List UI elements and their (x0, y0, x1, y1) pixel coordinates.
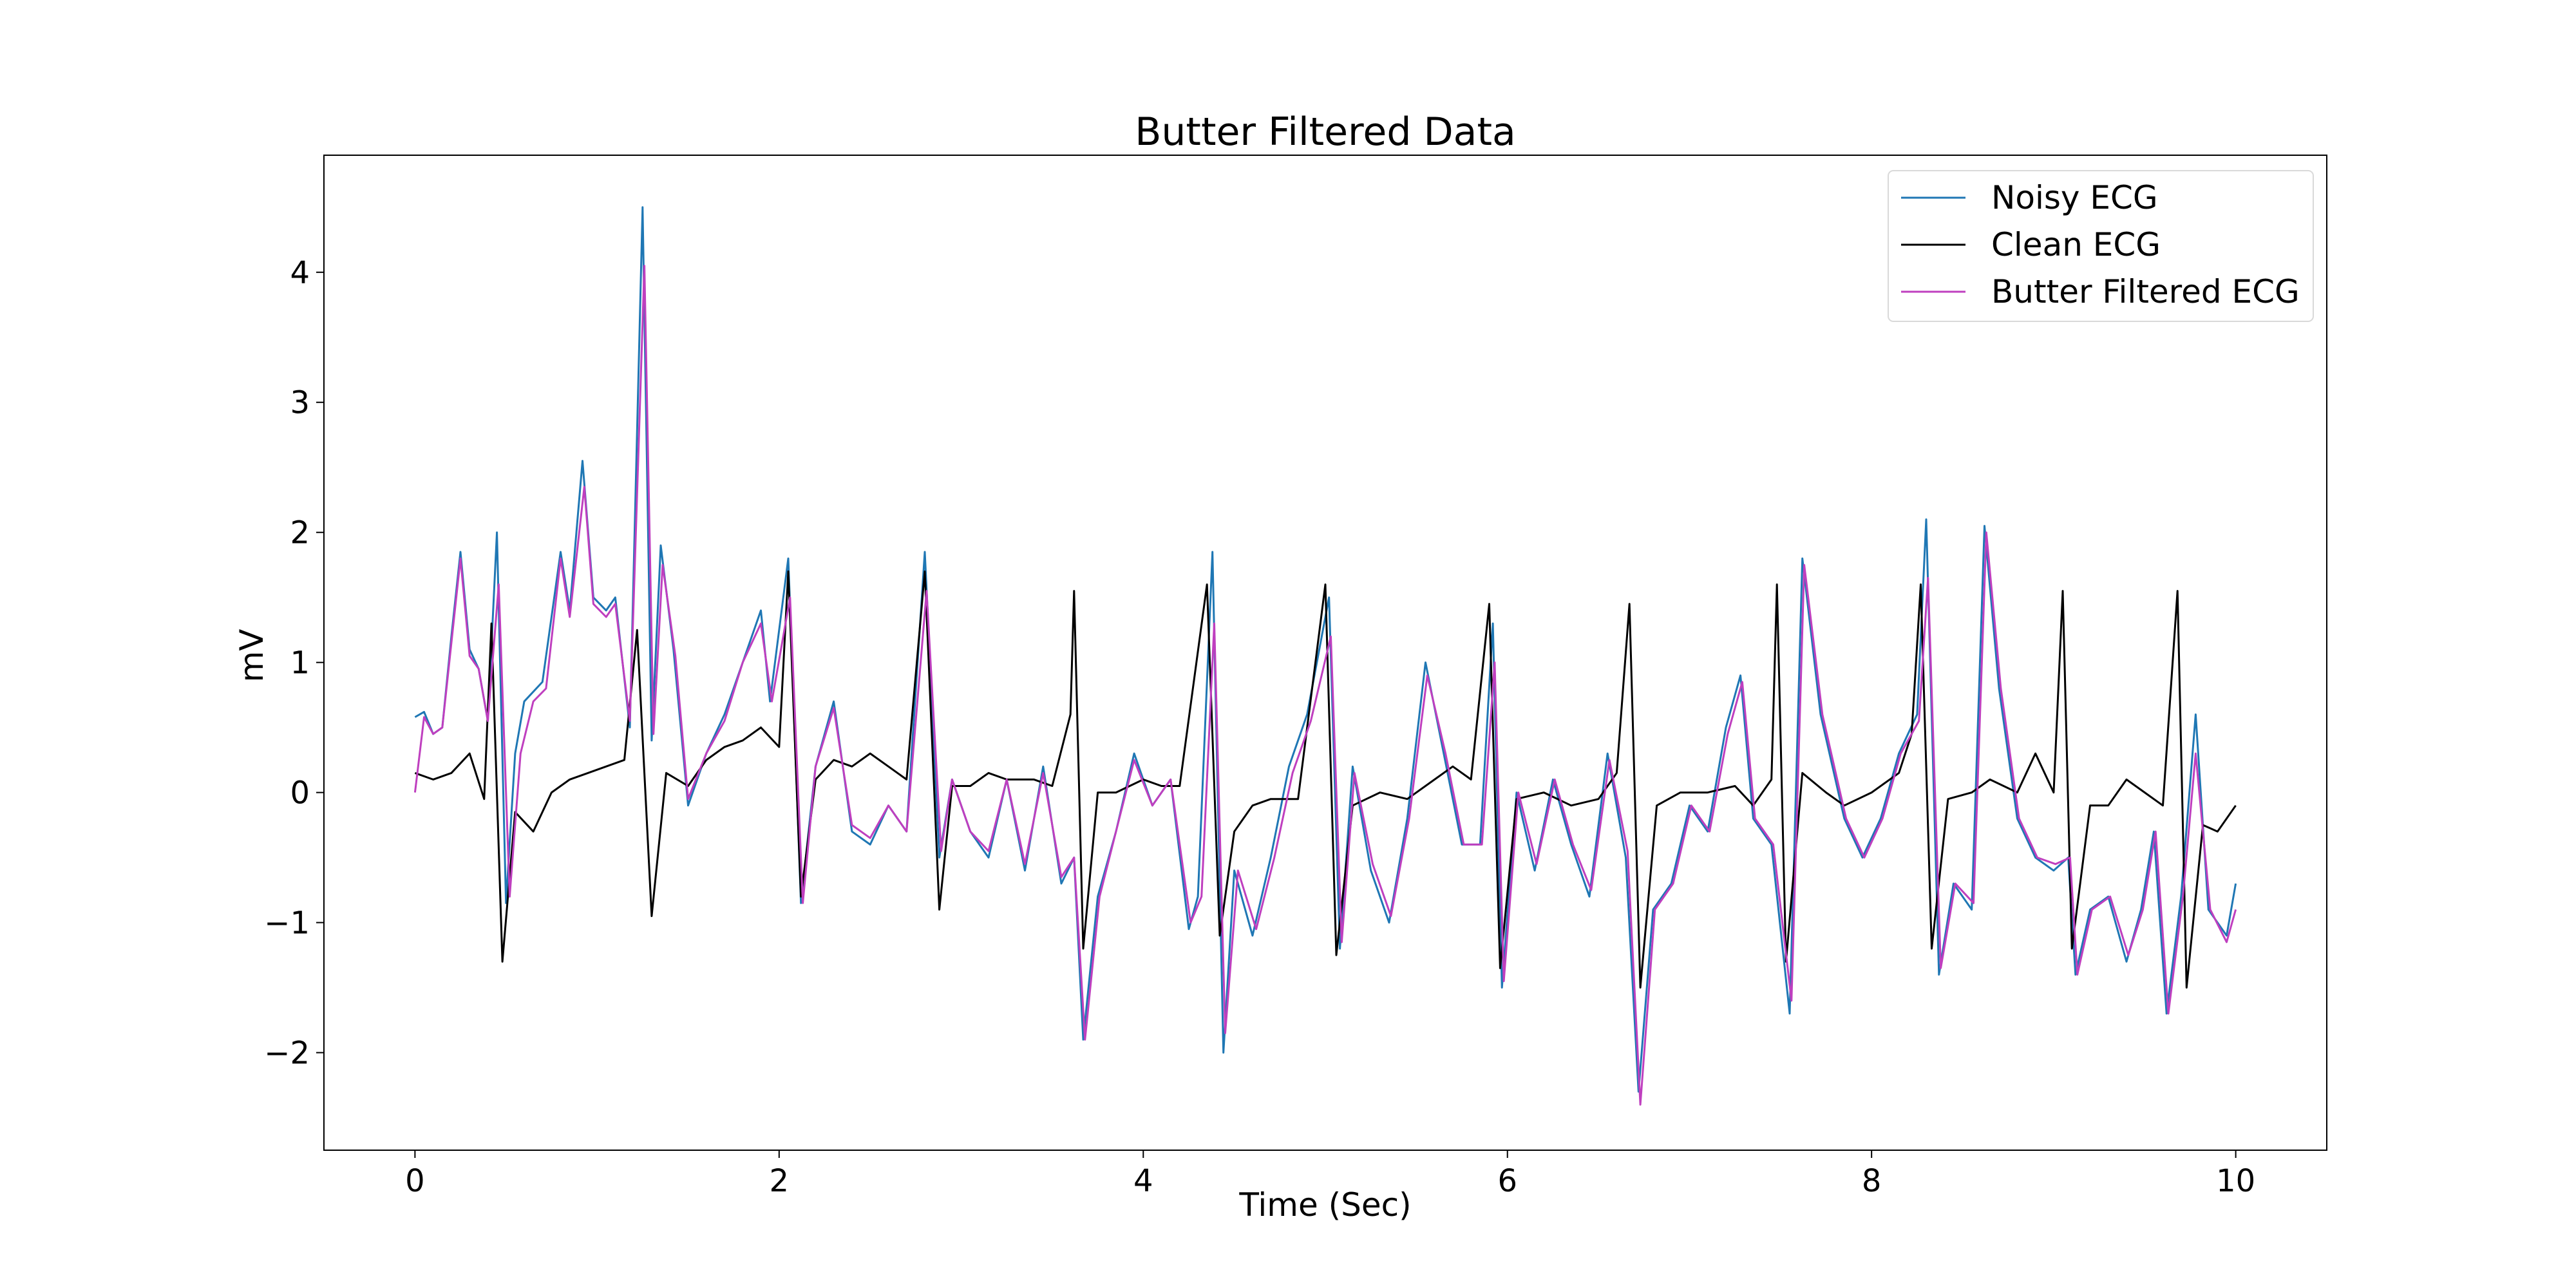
y-axis: −2 −1 0 1 2 3 4 (264, 255, 324, 1072)
y-tick-label: −2 (264, 1036, 310, 1072)
y-tick-label: 0 (290, 775, 310, 811)
x-tick-label: 0 (405, 1163, 425, 1199)
legend: Noisy ECG Clean ECG Butter Filtered ECG (1888, 170, 2314, 322)
y-axis-label: mV (233, 629, 270, 683)
series-layer (413, 206, 2237, 1106)
plot-area (323, 155, 2327, 1151)
plot-frame (323, 155, 2327, 1151)
y-tick-label: −1 (264, 905, 310, 942)
y-tick-label: 1 (290, 645, 310, 681)
x-tick-label: 2 (770, 1163, 790, 1199)
x-axis: 0 2 4 6 8 10 (405, 1150, 2255, 1199)
chart-title: Butter Filtered Data (1135, 109, 1516, 155)
x-tick-label: 10 (2216, 1163, 2255, 1199)
x-tick-label: 6 (1497, 1163, 1517, 1199)
y-tick-label: 2 (290, 515, 310, 551)
y-tick-label: 3 (290, 385, 310, 421)
legend-label-butter-filtered-ecg: Butter Filtered ECG (1991, 273, 2300, 310)
legend-label-clean-ecg: Clean ECG (1991, 226, 2161, 263)
series-line-butter-filtered-ecg (413, 265, 2237, 1106)
series-line-noisy-ecg (414, 206, 2237, 1093)
x-axis-label: Time (Sec) (1238, 1186, 1411, 1224)
x-tick-label: 4 (1133, 1163, 1153, 1199)
legend-box (1888, 170, 2314, 322)
legend-label-noisy-ecg: Noisy ECG (1991, 179, 2158, 216)
y-tick-label: 4 (290, 255, 310, 291)
series-line-clean-ecg (414, 570, 2237, 989)
x-tick-label: 8 (1862, 1163, 1882, 1199)
